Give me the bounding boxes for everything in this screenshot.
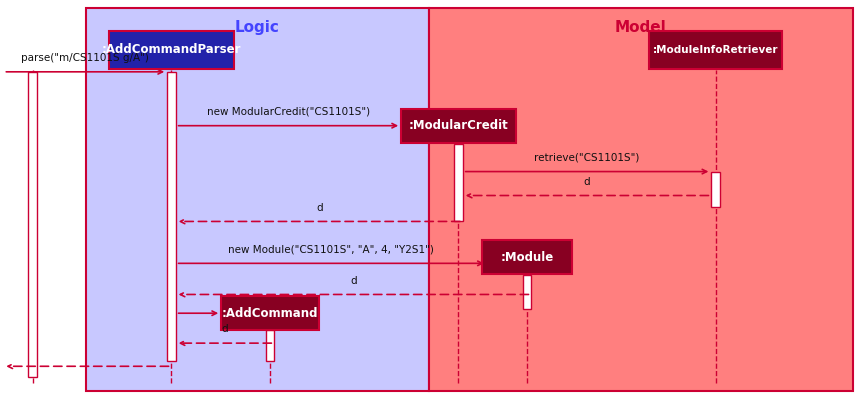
Text: retrieve("CS1101S"): retrieve("CS1101S") [535,153,639,163]
Text: new Module("CS1101S", "A", 4, "Y2S1"): new Module("CS1101S", "A", 4, "Y2S1") [228,245,434,255]
Text: Model: Model [614,20,667,35]
Text: :ModuleInfoRetriever: :ModuleInfoRetriever [653,45,778,55]
Bar [86,8,428,391]
Bar [167,72,176,361]
Text: Logic: Logic [235,20,279,35]
Text: :AddCommand: :AddCommand [222,307,318,320]
Bar [428,8,853,391]
Bar [650,31,782,69]
Text: d: d [351,276,357,286]
Text: new ModularCredit("CS1101S"): new ModularCredit("CS1101S") [207,107,370,117]
Text: d: d [316,203,322,213]
Text: :ModularCredit: :ModularCredit [409,119,508,132]
Bar [711,172,720,207]
Text: parse("m/CS1101S g/A"): parse("m/CS1101S g/A") [21,53,149,63]
Text: d: d [222,324,228,334]
Bar [28,72,37,377]
Text: d: d [584,177,590,187]
Bar [266,330,274,361]
Text: :AddCommandParser: :AddCommandParser [102,43,241,56]
Bar [482,240,572,275]
Bar [221,296,319,330]
Bar [454,144,463,221]
Bar [401,109,516,143]
Bar [523,275,531,309]
Bar [109,31,233,69]
Text: :Module: :Module [500,251,554,264]
